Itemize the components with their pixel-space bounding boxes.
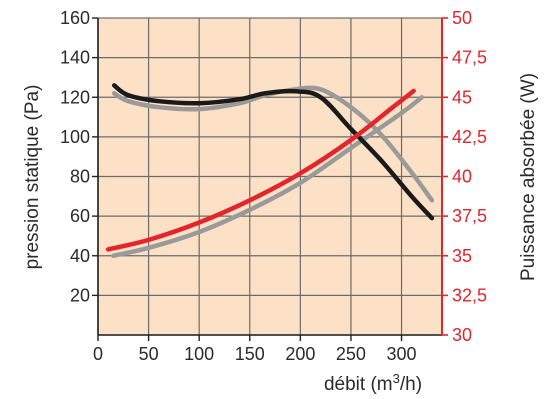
y-left-tick-label: 120 — [60, 87, 90, 107]
y-left-tick-label: 80 — [70, 167, 90, 187]
y-right-tick-label: 45 — [452, 87, 472, 107]
y-right-tick-label: 42,5 — [452, 127, 487, 147]
series-line-power-red — [105, 88, 416, 252]
y-left-tick-label: 40 — [70, 246, 90, 266]
series-line-pressure-black — [111, 83, 435, 221]
x-axis-label-base: débit (m — [324, 374, 393, 395]
y-right-tick-label: 37,5 — [452, 206, 487, 226]
series-lines — [105, 83, 435, 259]
y-right-tick-label: 35 — [452, 246, 472, 266]
x-tick-label: 50 — [139, 344, 159, 364]
x-axis-label-end: /h) — [400, 374, 422, 395]
y-right-tick-label: 32,5 — [452, 285, 487, 305]
y-right-tick-label: 30 — [452, 325, 472, 345]
x-tick-label: 100 — [184, 344, 214, 364]
y-axis-right-label: Puissance absorbée (W) — [518, 73, 539, 281]
y-left-tick-label: 160 — [60, 8, 90, 28]
y-left-tick-label: 20 — [70, 285, 90, 305]
y-left-tick-label: 60 — [70, 206, 90, 226]
y-left-tick-label: 100 — [60, 127, 90, 147]
x-tick-label: 200 — [285, 344, 315, 364]
x-axis-label-superscript: 3 — [393, 371, 400, 386]
series-line-power-gray — [110, 95, 425, 259]
y-right-tick-label: 50 — [452, 8, 472, 28]
y-axis-left-label: pression statique (Pa) — [22, 85, 43, 270]
y-left-tick-label: 140 — [60, 48, 90, 68]
x-tick-label: 0 — [93, 344, 103, 364]
x-tick-label: 300 — [387, 344, 417, 364]
x-tick-label: 250 — [336, 344, 366, 364]
x-axis-label: débit (m3/h) — [324, 371, 422, 395]
y-right-tick-label: 47,5 — [452, 48, 487, 68]
tick-labels: 20 40 60 80 100 120 140 160 0 50 100 150 200 250 300 30… — [60, 8, 487, 364]
y-right-tick-label: 40 — [452, 167, 472, 187]
x-tick-label: 150 — [235, 344, 265, 364]
